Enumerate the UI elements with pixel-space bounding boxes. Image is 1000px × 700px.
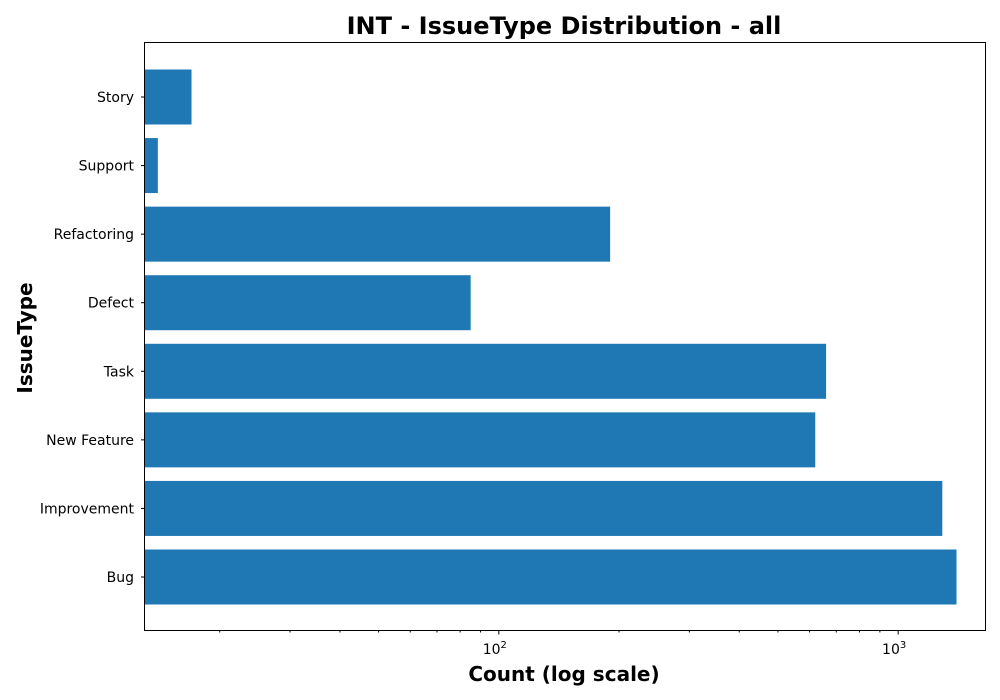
x-tick-label-100: 102 (483, 640, 507, 658)
x-axis-ticks: 102 103 (219, 630, 906, 658)
y-tick-label-defect: Defect (88, 296, 135, 312)
bar-story (145, 69, 192, 125)
y-tick-label-improvement: Improvement (40, 501, 135, 517)
plot-frame (144, 42, 986, 631)
bar-support (145, 138, 158, 194)
bar-task (145, 343, 827, 399)
y-tick-label-story: Story (97, 90, 134, 106)
bar-defect (145, 275, 471, 331)
x-tick-label-1000: 103 (882, 640, 906, 658)
bar-bug (145, 549, 957, 605)
bar-refactoring (145, 206, 611, 262)
y-tick-label-refactoring: Refactoring (54, 227, 134, 243)
y-tick-label-task: Task (103, 364, 135, 380)
y-tick-label-bug: Bug (107, 570, 134, 586)
bar-improvement (145, 480, 943, 536)
bars (145, 69, 957, 605)
y-axis-ticks: Story Support Refactoring Defect Task New Fea… (40, 90, 145, 586)
y-axis-label: IssueType (13, 282, 37, 393)
bar-new-feature (145, 412, 816, 468)
x-axis-label: Count (log scale) (468, 662, 659, 686)
y-tick-label-new-feature: New Feature (46, 433, 134, 449)
y-tick-label-support: Support (79, 159, 135, 175)
chart-title: INT - IssueType Distribution - all (347, 12, 782, 40)
